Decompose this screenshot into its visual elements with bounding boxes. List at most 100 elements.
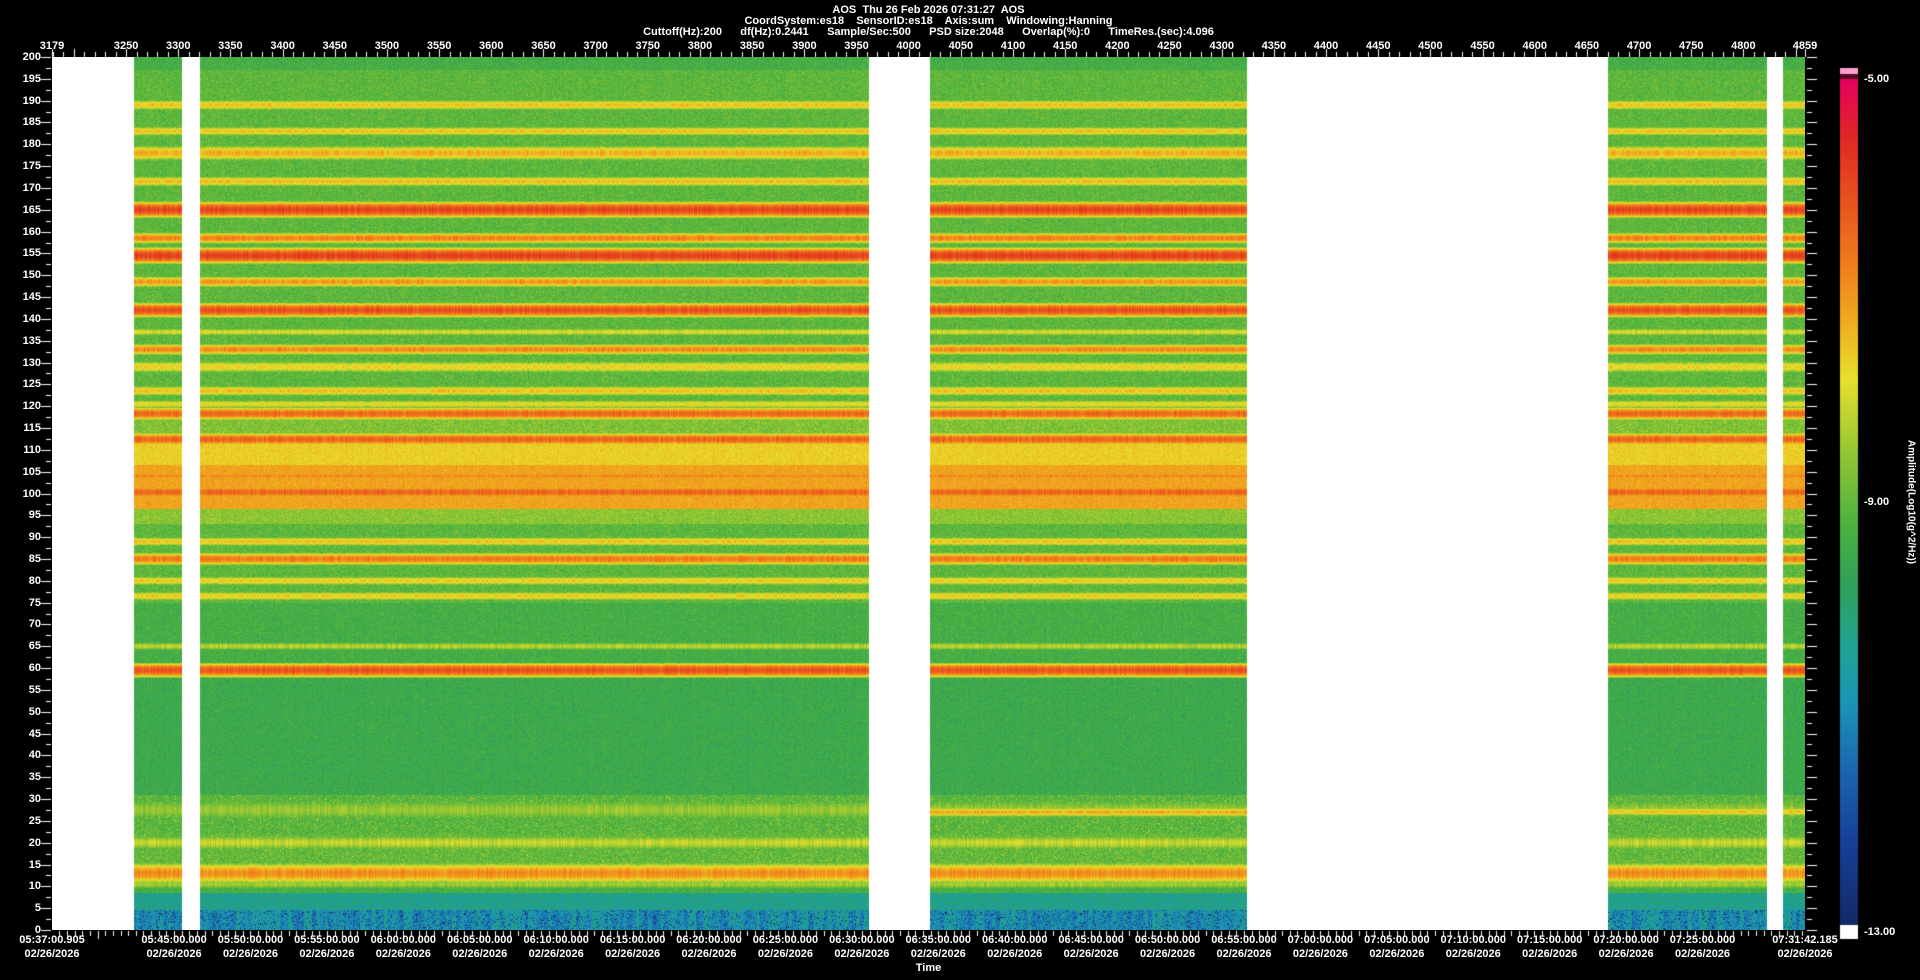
record-tick-label: 4650	[1574, 40, 1600, 52]
time-tick-label: 07:20:00.000	[1593, 934, 1659, 946]
time-tick-label: 06:50:00.000	[1134, 934, 1201, 946]
record-tick-label: 3179	[39, 40, 65, 52]
frequency-tick-label: 100	[22, 487, 41, 500]
frequency-tick-label: 110	[23, 443, 41, 456]
cursor-marker	[52, 58, 60, 66]
date-tick-label: 02/26/2026	[1675, 948, 1731, 960]
frequency-tick-label: 70	[28, 618, 41, 631]
date-tick-label: 02/26/2026	[1445, 948, 1501, 960]
frequency-tick-label: 95	[28, 509, 41, 522]
frequency-tick-label: 10	[28, 880, 41, 893]
frequency-tick-label: 65	[28, 640, 41, 653]
frequency-tick-label: 15	[28, 858, 41, 871]
date-tick-label: 02/26/2026	[24, 948, 80, 960]
record-tick-label: 3550	[426, 40, 452, 52]
frequency-tick-label: 165	[22, 203, 41, 216]
frequency-tick-label: 30	[28, 793, 41, 806]
frequency-tick-label: 60	[28, 662, 41, 675]
time-tick-label: 06:30:00.000	[829, 934, 895, 946]
spectrogram-plot[interactable]	[52, 57, 1805, 930]
record-tick-label: 4750	[1679, 40, 1704, 52]
record-tick-label: 3450	[322, 40, 348, 52]
date-tick-label: 02/26/2026	[681, 948, 737, 960]
record-tick-label: 3700	[583, 40, 608, 52]
frequency-tick-label: 20	[28, 836, 41, 849]
frequency-tick-label: 0	[34, 924, 41, 936]
record-tick-label: 4550	[1470, 40, 1495, 52]
time-tick-label: 05:45:00.000	[141, 934, 207, 946]
record-tick-label: 4450	[1365, 40, 1391, 52]
time-tick-label: 05:55:00.000	[294, 934, 360, 946]
record-tick-label: 4300	[1209, 40, 1234, 52]
frequency-tick-label: 180	[22, 138, 41, 151]
frequency-tick-label: 90	[28, 531, 41, 544]
frequency-tick-label: 200	[22, 51, 41, 63]
record-tick-label: 3900	[792, 40, 817, 52]
frequency-tick-label: 145	[22, 291, 41, 304]
record-tick-label: 3500	[374, 40, 400, 52]
record-tick-label: 3800	[687, 40, 713, 52]
record-tick-label: 4100	[1000, 40, 1026, 52]
header-params-line1: CoordSystem:es18 SensorID:es18 Axis:sum …	[744, 15, 1113, 27]
frequency-tick-label: 140	[22, 312, 41, 325]
header-params-line2: Cuttoff(Hz):200 df(Hz):0.2441 Sample/Sec…	[643, 26, 1214, 38]
record-tick-label: 3750	[635, 40, 661, 52]
record-tick-label: 3850	[739, 40, 765, 52]
colorbar-mid-label: -9.00	[1864, 496, 1890, 508]
frequency-tick-label: 135	[22, 334, 41, 347]
frequency-tick-label: 25	[28, 814, 41, 827]
time-tick-label: 07:25:00.000	[1669, 934, 1736, 946]
frequency-tick-label: 85	[28, 552, 41, 565]
frequency-tick-label: 120	[22, 400, 41, 413]
frequency-tick-label: 80	[28, 574, 41, 587]
date-tick-label: 02/26/2026	[605, 948, 661, 960]
date-tick-label: 02/26/2026	[1369, 948, 1425, 960]
date-tick-label: 02/26/2026	[834, 948, 890, 960]
time-tick-label: 06:25:00.000	[752, 934, 819, 946]
record-tick-label: 4600	[1522, 40, 1547, 52]
time-tick-label: 06:10:00.000	[523, 934, 589, 946]
frequency-tick-label: 75	[28, 596, 41, 609]
record-tick-label: 3300	[166, 40, 191, 52]
time-tick-label: 06:55:00.000	[1211, 934, 1277, 946]
record-tick-label: 4200	[1105, 40, 1130, 52]
date-tick-label: 02/26/2026	[222, 948, 278, 960]
frequency-tick-label: 5	[34, 902, 41, 915]
frequency-tick-label: 175	[22, 160, 41, 173]
record-tick-label: 4350	[1261, 40, 1287, 52]
time-tick-label: 06:00:00.000	[370, 934, 437, 946]
frequency-tick-label: 160	[22, 225, 41, 238]
time-tick-label: 05:50:00.000	[217, 934, 284, 946]
record-tick-label: 3950	[844, 40, 869, 52]
time-tick-label: 07:15:00.000	[1516, 934, 1583, 946]
date-tick-label: 02/26/2026	[1216, 948, 1272, 960]
frequency-tick-label: 185	[22, 116, 41, 129]
record-tick-label: 4700	[1626, 40, 1652, 52]
frequency-tick-label: 130	[22, 356, 41, 369]
date-tick-label: 02/26/2026	[299, 948, 355, 960]
frequency-tick-label: 170	[22, 181, 41, 194]
date-tick-label: 02/26/2026	[987, 948, 1043, 960]
time-tick-label: 07:05:00.000	[1364, 934, 1430, 946]
frequency-tick-label: 115	[23, 422, 41, 435]
record-tick-label: 4250	[1157, 40, 1182, 52]
frequency-tick-label: 150	[22, 269, 41, 282]
date-tick-label: 02/26/2026	[1063, 948, 1119, 960]
frequency-tick-label: 50	[28, 705, 41, 718]
frequency-tick-label: 105	[22, 465, 41, 478]
frequency-tick-label: 40	[28, 749, 41, 762]
colorbar-min-label: -13.00	[1864, 926, 1896, 938]
time-tick-label: 07:00:00.000	[1287, 934, 1354, 946]
record-tick-label: 4800	[1731, 40, 1756, 52]
record-tick-label: 4150	[1052, 40, 1078, 52]
record-tick-label: 4000	[896, 40, 921, 52]
frequency-tick-label: 35	[28, 771, 41, 784]
frequency-tick-label: 190	[22, 94, 41, 107]
date-tick-label: 02/26/2026	[1292, 948, 1348, 960]
record-tick-label: 3600	[479, 40, 504, 52]
record-tick-label: 4500	[1418, 40, 1443, 52]
time-tick-label: 06:35:00.000	[905, 934, 972, 946]
date-tick-label: 02/26/2026	[1777, 948, 1833, 960]
window-title: AOS Thu 26 Feb 2026 07:31:27 AOS	[832, 4, 1025, 16]
colorbar-max-label: -5.00	[1864, 73, 1890, 85]
